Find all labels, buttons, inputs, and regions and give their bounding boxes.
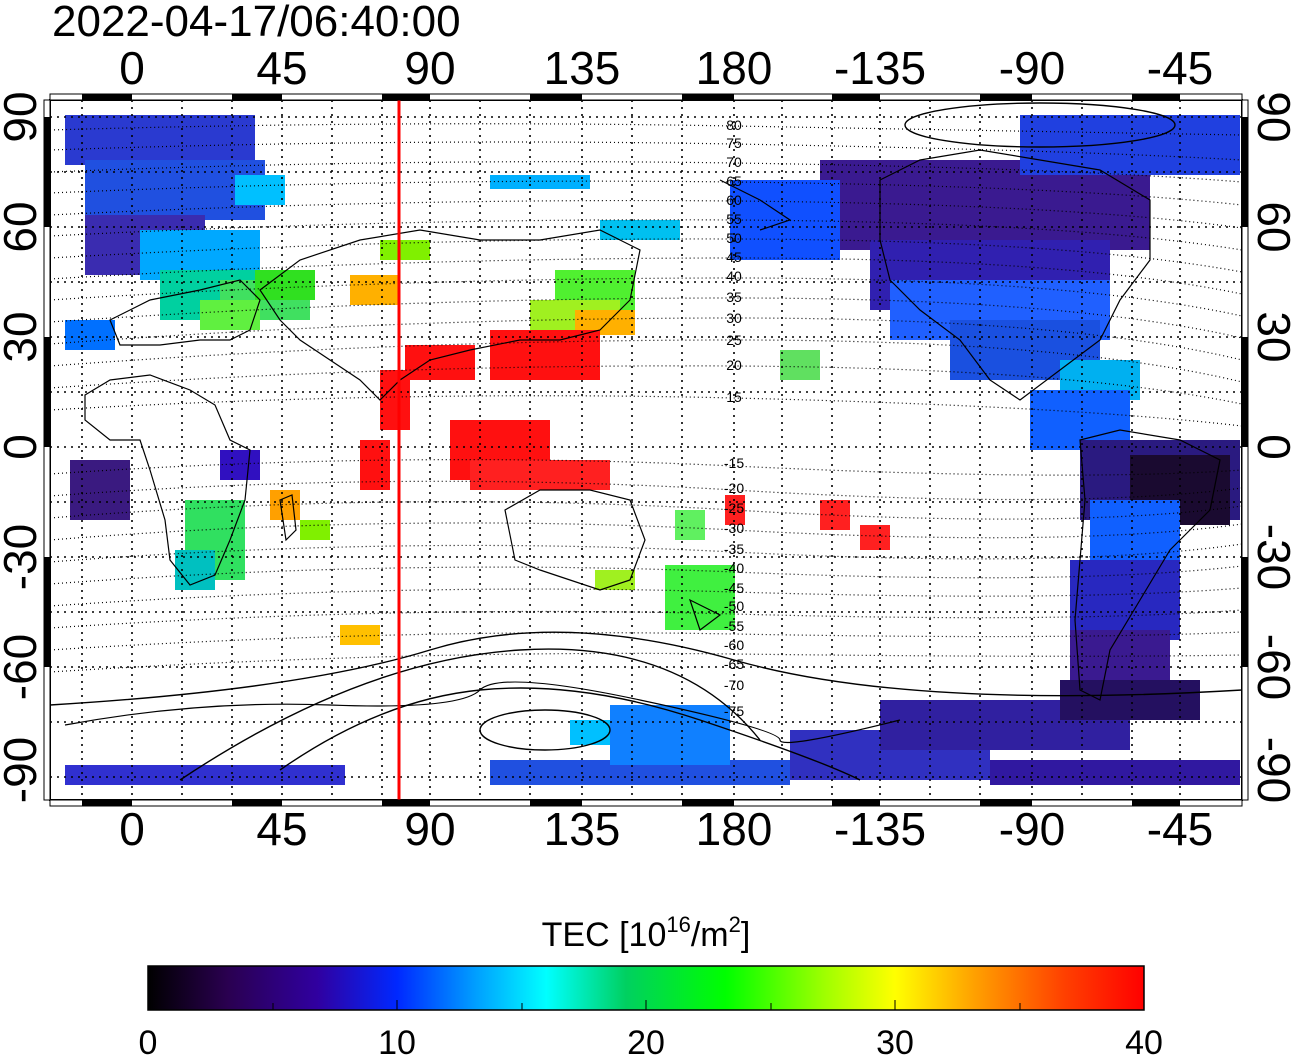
contour-label: 25	[726, 332, 742, 348]
contour-label: -65	[724, 656, 744, 672]
bottom-lon-label: -135	[834, 803, 926, 855]
contour-label: 60	[726, 192, 742, 208]
colorbar-tick-labels: 0 10 20 30 40	[139, 1024, 1163, 1057]
contour-label: -15	[724, 455, 744, 471]
magnetic-contours	[50, 123, 1242, 673]
colorbar-title-sup2: 2	[729, 912, 741, 937]
right-lat-label: 0	[1248, 434, 1294, 460]
right-lat-label: -30	[1248, 524, 1294, 590]
colorbar-title-end: ]	[741, 916, 750, 954]
left-lat-label: 0	[0, 434, 46, 460]
timestamp-title: 2022-04-17/06:40:00	[52, 0, 461, 46]
frame-tick-bars	[43, 93, 1249, 807]
bottom-lon-label: 45	[256, 803, 307, 855]
bottom-lon-label: -45	[1147, 803, 1213, 855]
contour-label: -20	[724, 480, 744, 496]
contour-label: -55	[724, 618, 744, 634]
bottom-longitude-labels: 0 45 90 135 180 -135 -90 -45	[119, 803, 1213, 855]
bottom-lon-label: 90	[404, 803, 455, 855]
colorbar-tick-label: 40	[1125, 1024, 1163, 1057]
contour-label: 20	[726, 357, 742, 373]
right-lat-label: -60	[1248, 634, 1294, 700]
left-lat-label: -90	[0, 737, 46, 803]
bottom-lon-label: 135	[544, 803, 621, 855]
contour-label: -45	[724, 580, 744, 596]
contour-label: 30	[726, 310, 742, 326]
contour-label: -25	[724, 500, 744, 516]
contour-label: -50	[724, 598, 744, 614]
contour-label: 40	[726, 268, 742, 284]
contour-label: 70	[726, 154, 742, 170]
tec-data-layer	[65, 115, 1240, 785]
auroral-contours	[50, 102, 1242, 781]
contour-label: -75	[724, 703, 744, 719]
contour-label: -40	[724, 560, 744, 576]
colorbar-title-main: TEC [10	[542, 916, 667, 954]
contour-labels: 80 75 70 65 60 55 50 45 40 35 30 25 20 1…	[724, 117, 744, 719]
contour-label: 65	[726, 173, 742, 189]
colorbar-tick-label: 10	[378, 1024, 416, 1057]
left-lat-label: -30	[0, 524, 46, 590]
map-content: 80 75 70 65 60 55 50 45 40 35 30 25 20 1…	[50, 100, 1242, 800]
right-lat-label: 30	[1248, 311, 1294, 362]
left-lat-label: 90	[0, 91, 46, 142]
contour-label: -70	[724, 677, 744, 693]
colorbar-title: TEC [1016/m2]	[542, 912, 751, 954]
contour-label: 35	[726, 289, 742, 305]
contour-label: 15	[726, 389, 742, 405]
colorbar-tick-label: 20	[627, 1024, 665, 1057]
top-longitude-labels: 0 45 90 135 180 -135 -90 -45	[119, 42, 1213, 94]
contour-label: 80	[726, 117, 742, 133]
contour-label: -30	[724, 520, 744, 536]
left-lat-label: -60	[0, 634, 46, 700]
left-latitude-labels: 90 60 30 0 -30 -60 -90	[0, 91, 46, 803]
contour-label: 55	[726, 211, 742, 227]
top-lon-label: -90	[999, 42, 1065, 94]
top-lon-label: 45	[256, 42, 307, 94]
contour-label: -60	[724, 637, 744, 653]
left-lat-label: 30	[0, 311, 46, 362]
colorbar-title-sup1: 16	[666, 912, 690, 937]
contour-label: -35	[724, 541, 744, 557]
bottom-lon-label: 180	[696, 803, 773, 855]
bottom-lon-label: -90	[999, 803, 1065, 855]
colorbar-tick-label: 0	[139, 1024, 158, 1057]
left-lat-label: 60	[0, 201, 46, 252]
colorbar-tick-label: 30	[876, 1024, 914, 1057]
top-lon-label: 180	[696, 42, 773, 94]
graticule	[50, 100, 1242, 800]
right-latitude-labels: 90 60 30 0 -30 -60 -90	[1248, 91, 1294, 803]
bottom-lon-label: 0	[119, 803, 145, 855]
right-lat-label: -90	[1248, 737, 1294, 803]
top-lon-label: 135	[544, 42, 621, 94]
top-lon-label: -45	[1147, 42, 1213, 94]
top-lon-label: 90	[404, 42, 455, 94]
colorbar-ticks	[272, 1000, 1021, 1010]
right-lat-label: 60	[1248, 201, 1294, 252]
top-lon-label: -135	[834, 42, 926, 94]
colorbar-title-mid: /m	[691, 916, 729, 954]
contour-label: 75	[726, 135, 742, 151]
contour-label: 45	[726, 249, 742, 265]
top-lon-label: 0	[119, 42, 145, 94]
contour-label: 50	[726, 230, 742, 246]
right-lat-label: 90	[1248, 91, 1294, 142]
coastlines	[64, 149, 1221, 744]
